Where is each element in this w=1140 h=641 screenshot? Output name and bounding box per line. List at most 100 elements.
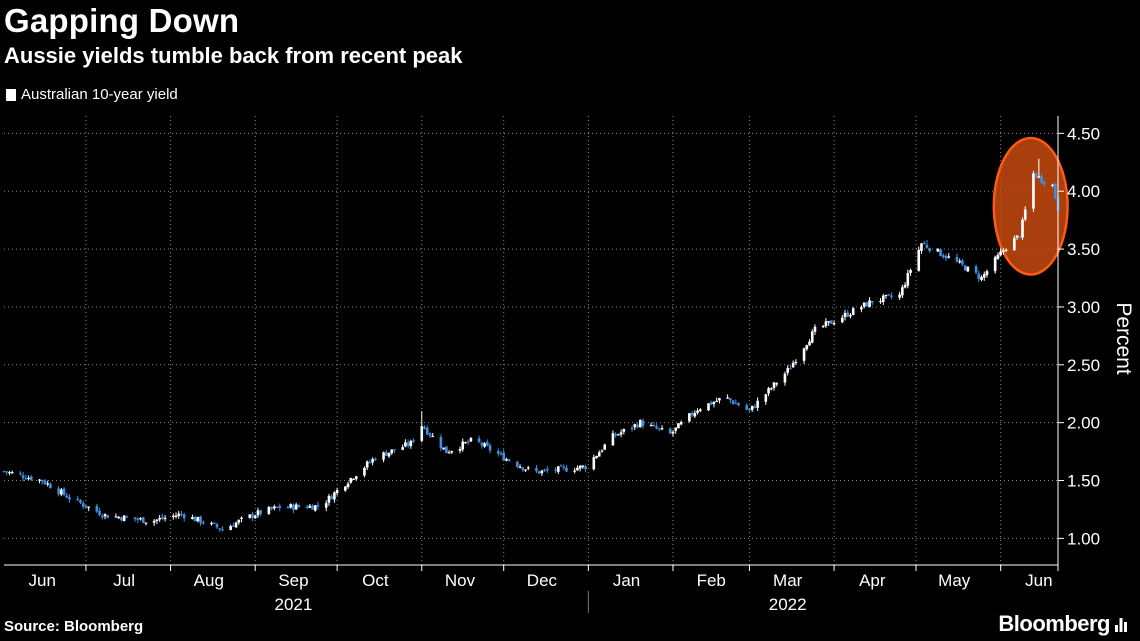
candle-body (753, 406, 757, 408)
candle-body (196, 516, 200, 522)
candle-body (526, 467, 530, 469)
candle-body (802, 348, 806, 361)
candle-body (401, 447, 404, 450)
candle-body (477, 438, 481, 442)
candle-body (597, 452, 601, 457)
candle-body (805, 345, 809, 350)
candle-body (849, 314, 852, 317)
candle-body (486, 442, 489, 446)
candle-body (442, 447, 445, 450)
candle-body (524, 469, 527, 471)
candle-body (507, 459, 511, 462)
candle-body (810, 331, 814, 343)
y-tick-label: 4.00 (1067, 182, 1100, 201)
candle-body (576, 467, 579, 471)
candle-body (808, 341, 811, 346)
candle-body (832, 323, 836, 325)
candle-body (603, 444, 607, 450)
candle-body (286, 507, 290, 509)
candle-body (655, 426, 658, 429)
candle-body (707, 403, 710, 411)
candle-body (966, 266, 970, 272)
candle-body (251, 513, 254, 518)
candle-body (709, 402, 713, 405)
candle-body (963, 265, 967, 271)
candle-body (982, 274, 986, 278)
candle-body (141, 517, 145, 523)
candle-body (180, 513, 183, 515)
candle-body (390, 449, 394, 454)
candle-body (240, 517, 243, 519)
candle-body (182, 514, 186, 519)
candle-body (630, 427, 634, 430)
candle-body (840, 317, 844, 323)
candle-body (786, 368, 789, 373)
x-tick-label: Jun (29, 571, 56, 590)
candle-body (297, 505, 301, 507)
candle-body (898, 294, 901, 298)
candle-body (365, 461, 369, 468)
candle-body (68, 497, 71, 500)
candle-body (428, 433, 432, 436)
candle-body (729, 398, 732, 401)
candle-body (330, 496, 333, 500)
candle-body (1015, 235, 1019, 238)
y-tick-label: 4.50 (1067, 124, 1100, 143)
candle-body (622, 428, 626, 432)
candle-body (259, 510, 262, 515)
candle-body (161, 516, 164, 519)
candle-body (171, 515, 175, 517)
candle-body (690, 413, 694, 416)
candle-body (19, 472, 22, 475)
candle-body (57, 488, 60, 495)
brand-name: Bloomberg (998, 611, 1110, 636)
x-tick-label: Nov (445, 571, 476, 590)
candle-body (581, 465, 585, 467)
highlight-ellipse (992, 136, 1069, 276)
candle-body (354, 476, 358, 480)
candle-body (384, 452, 388, 456)
candle-body (316, 504, 320, 507)
candle-body (554, 469, 557, 471)
candle-body (125, 516, 129, 518)
candle-body (726, 397, 729, 399)
candle-body (499, 453, 503, 455)
candle-body (1034, 173, 1038, 178)
candle-body (942, 255, 945, 258)
candle-body (783, 373, 787, 383)
candle-body (155, 519, 159, 521)
candle-body (163, 517, 167, 520)
candle-body (218, 528, 222, 530)
candle-body (221, 529, 224, 531)
legend-label: Australian 10-year yield (21, 86, 178, 103)
candle-body (412, 440, 415, 442)
candle-body (174, 515, 178, 517)
candle-body (447, 452, 451, 454)
candle-body (767, 388, 770, 394)
candle-body (2, 471, 6, 473)
candle-body (595, 456, 598, 459)
candle-body (202, 522, 205, 524)
candle-body (909, 269, 912, 273)
candle-body (30, 476, 33, 481)
candle-body (21, 475, 25, 479)
candle-body (273, 506, 276, 509)
candle-body (619, 432, 623, 435)
candle-body (521, 467, 525, 470)
candle-body (677, 423, 680, 429)
x-tick-label: Feb (697, 571, 726, 590)
candle-body (371, 458, 374, 463)
candle-body (65, 495, 69, 498)
candle-body (611, 433, 615, 446)
candle-body (103, 514, 107, 517)
x-tick-label: Sep (278, 571, 308, 590)
candle-body (43, 480, 47, 485)
candle-body (191, 516, 194, 519)
candle-body (887, 294, 891, 296)
x-tick-label: Jan (613, 571, 640, 590)
candle-body (46, 483, 49, 485)
candle-body (734, 402, 738, 405)
candle-body (144, 522, 148, 524)
candle-body (404, 442, 407, 447)
candle-body (764, 394, 768, 402)
